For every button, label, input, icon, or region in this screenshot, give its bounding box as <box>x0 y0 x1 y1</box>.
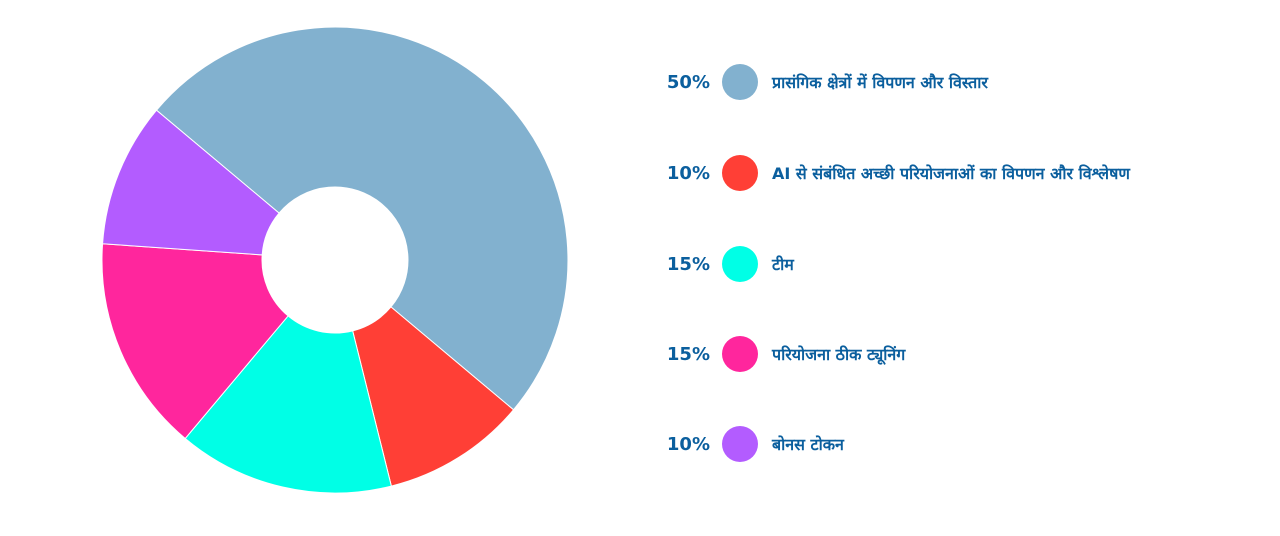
legend-item: 15% टीम <box>650 244 794 284</box>
legend-percent: 10% <box>666 433 710 455</box>
legend-item: 10% AI से संबंधित अच्छी परियोजनाओं का विप… <box>650 153 1130 193</box>
legend-swatch <box>722 64 758 100</box>
legend-percent: 10% <box>666 162 710 184</box>
donut-slice-2 <box>352 306 515 487</box>
legend-swatch <box>722 426 758 462</box>
legend-swatch <box>722 336 758 372</box>
legend-percent: 50% <box>666 71 710 93</box>
legend-item: 15% परियोजना ठीक ट्यूनिंग <box>650 334 905 374</box>
legend-item: 10% बोनस टोकन <box>650 424 844 464</box>
donut-slice-4 <box>101 243 289 440</box>
legend-swatch <box>722 246 758 282</box>
legend-label: AI से संबंधित अच्छी परियोजनाओं का विपणन … <box>772 164 1130 183</box>
legend-percent: 15% <box>666 253 710 275</box>
donut-slice-3 <box>184 315 392 494</box>
donut-slice-5 <box>102 109 280 256</box>
legend-label: टीम <box>772 255 794 274</box>
legend-swatch <box>722 155 758 191</box>
legend-label: प्रासंगिक क्षेत्रों में विपणन और विस्तार <box>772 73 988 92</box>
legend-percent: 15% <box>666 343 710 365</box>
donut-chart <box>101 26 569 494</box>
legend-label: बोनस टोकन <box>772 435 844 454</box>
legend-item: 50% प्रासंगिक क्षेत्रों में विपणन और विस्… <box>650 62 988 102</box>
chart-legend: 50% प्रासंगिक क्षेत्रों में विपणन और विस्… <box>650 0 1280 536</box>
donut-slice-1 <box>155 26 569 411</box>
legend-label: परियोजना ठीक ट्यूनिंग <box>772 345 906 364</box>
